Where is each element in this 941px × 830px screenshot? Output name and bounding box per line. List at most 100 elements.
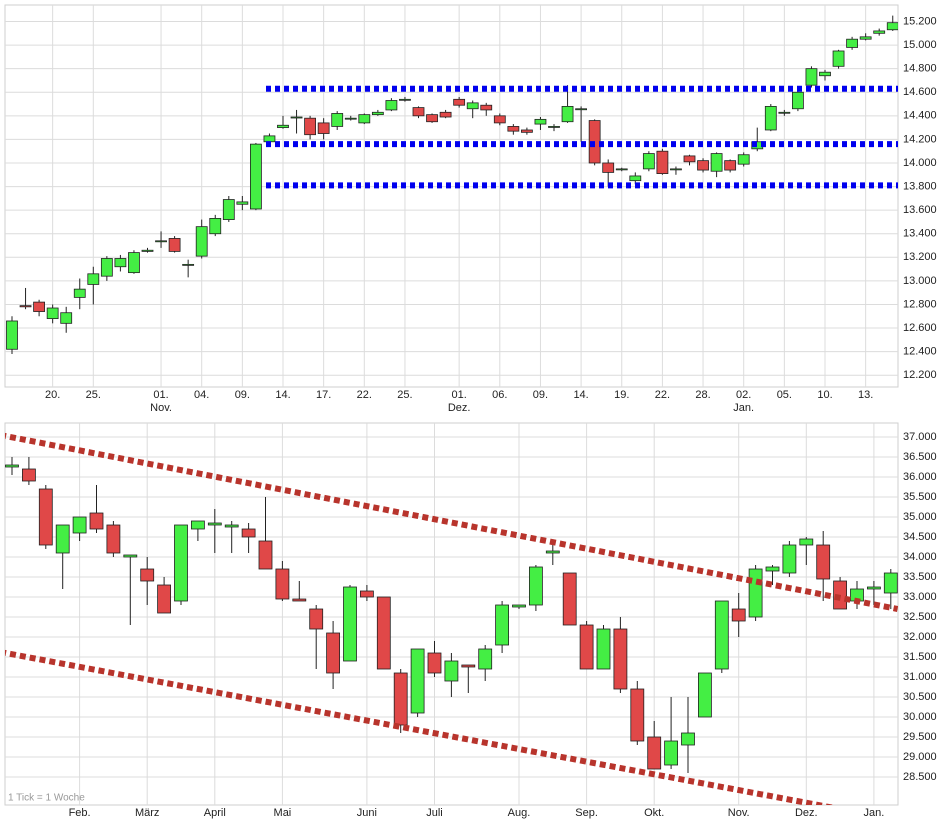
candle-body — [656, 150, 669, 174]
candle-body — [55, 524, 70, 554]
x-tick-label: 22. — [655, 389, 670, 401]
candle-body — [275, 568, 290, 600]
candle-body — [343, 586, 357, 662]
y-tick-label: 31.000 — [903, 671, 937, 683]
x-tick-label: 02. — [736, 389, 751, 401]
y-tick-label: 33.500 — [903, 571, 937, 583]
candle-body — [290, 116, 303, 119]
candle-body — [412, 107, 425, 117]
x-tick-label: Jan. — [864, 807, 885, 819]
y-tick-label: 12.800 — [903, 298, 937, 310]
x-tick-label: Nov. — [728, 807, 750, 819]
candle-body — [548, 126, 560, 128]
trend-line — [5, 432, 898, 612]
candle-body — [764, 105, 777, 131]
candle-body — [670, 168, 682, 171]
candle-body — [331, 113, 344, 127]
x-tick-label: Sep. — [575, 807, 598, 819]
x-tick-label: März — [135, 807, 159, 819]
x-tick-label: Aug. — [508, 807, 531, 819]
candle-body — [60, 312, 73, 324]
candle-body — [683, 155, 696, 163]
candle-body — [157, 584, 172, 614]
candle-body — [427, 652, 442, 674]
candle-body — [410, 648, 425, 714]
candle-body — [263, 135, 276, 143]
candle-body — [33, 301, 45, 312]
candle-body — [495, 604, 510, 646]
candle-body — [681, 732, 695, 746]
y-tick-label: 14.600 — [903, 86, 937, 98]
candle-body — [765, 566, 780, 572]
trend-line — [5, 649, 835, 805]
candle-body — [529, 566, 543, 606]
candle-body — [562, 572, 577, 626]
candle-body — [89, 512, 104, 530]
candle-body — [182, 263, 195, 266]
candle-body — [630, 688, 645, 742]
candle-body — [819, 71, 831, 77]
candle-body — [292, 598, 307, 602]
candle-body — [385, 100, 398, 111]
candle-body — [714, 600, 729, 670]
candle-body — [493, 115, 506, 124]
candle-body — [642, 153, 655, 170]
y-tick-label: 32.500 — [903, 611, 937, 623]
candle-body — [799, 538, 814, 546]
candle-body — [258, 540, 273, 570]
candle-body — [461, 664, 476, 668]
y-tick-label: 30.500 — [903, 691, 937, 703]
candle-body — [664, 740, 678, 766]
candle-body — [344, 117, 357, 120]
candle-body — [21, 468, 36, 482]
y-tick-label: 13.200 — [903, 251, 937, 263]
candle-body — [697, 160, 709, 171]
y-tick-label: 33.000 — [903, 591, 937, 603]
candle-body — [579, 624, 594, 670]
candle-body — [478, 648, 493, 670]
x-tick-label: 04. — [194, 389, 209, 401]
candle-body — [867, 586, 881, 590]
x-tick-label: 22. — [357, 389, 372, 401]
x-tick-label: 01. — [153, 389, 168, 401]
candle-body — [615, 168, 628, 171]
y-tick-label: 31.500 — [903, 651, 937, 663]
candle-body — [114, 258, 127, 268]
candle-body — [466, 102, 479, 110]
y-tick-label: 12.600 — [903, 322, 937, 334]
candle-body — [782, 544, 797, 574]
candle-body — [737, 154, 750, 165]
candle-body — [376, 596, 391, 670]
candle-body — [846, 38, 858, 48]
candle-body — [222, 199, 235, 220]
x-tick-label: Okt. — [644, 807, 664, 819]
y-tick-label: 35.500 — [903, 491, 937, 503]
x-tick-label: 20. — [45, 389, 60, 401]
y-tick-label: 13.400 — [903, 228, 937, 240]
candle-body — [309, 608, 324, 630]
candles — [6, 15, 898, 354]
candle-body — [873, 30, 886, 34]
x-tick-label: 05. — [777, 389, 792, 401]
y-tick-label: 15.000 — [903, 39, 937, 51]
candle-body — [512, 604, 526, 608]
candle-body — [710, 153, 723, 172]
x-tick-label: 17. — [316, 389, 331, 401]
plot-frame — [4, 4, 899, 388]
candle-body — [805, 68, 818, 86]
candle-body — [140, 568, 155, 582]
y-tick-label: 29.000 — [903, 751, 937, 763]
y-tick-label: 14.000 — [903, 157, 937, 169]
month-label: Nov. — [150, 402, 172, 414]
candle-body — [575, 108, 587, 111]
y-tick-label: 36.500 — [903, 451, 937, 463]
x-tick-label: Juli — [426, 807, 443, 819]
candle-body — [534, 118, 547, 125]
candle-body — [277, 124, 289, 129]
candle-body — [141, 249, 154, 252]
x-tick-label: Juni — [357, 807, 377, 819]
candle-body — [629, 175, 642, 182]
candle-body — [209, 218, 222, 235]
candle-body — [241, 528, 256, 538]
y-tick-label: 34.000 — [903, 551, 937, 563]
